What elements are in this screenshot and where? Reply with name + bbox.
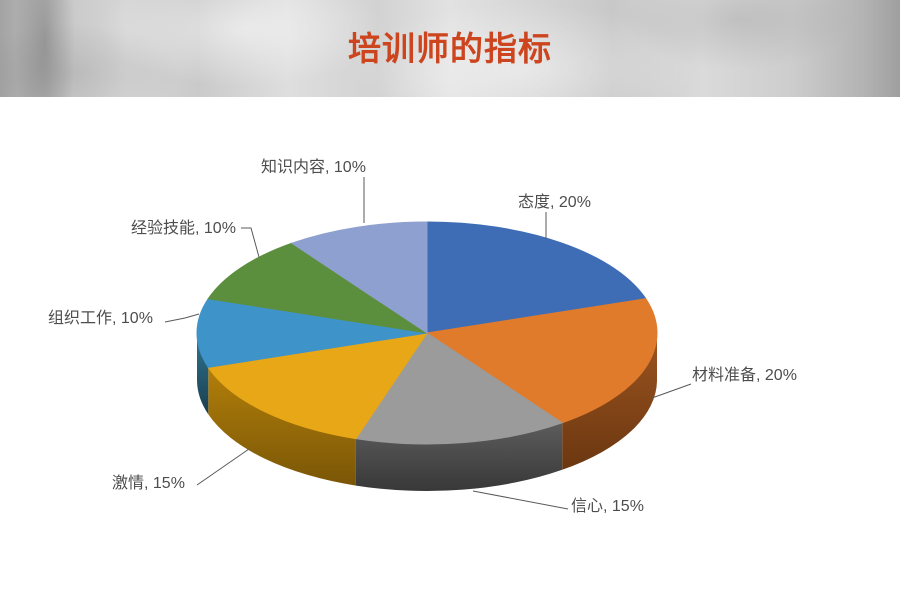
svg-text:激情, 15%: 激情, 15%: [112, 474, 185, 492]
svg-text:经验技能, 10%: 经验技能, 10%: [131, 219, 236, 237]
svg-text:组织工作, 10%: 组织工作, 10%: [48, 309, 153, 327]
svg-text:知识内容, 10%: 知识内容, 10%: [261, 158, 366, 176]
svg-text:态度, 20%: 态度, 20%: [518, 193, 591, 211]
svg-text:信心, 15%: 信心, 15%: [571, 497, 644, 515]
svg-text:材料准备, 20%: 材料准备, 20%: [692, 366, 797, 384]
